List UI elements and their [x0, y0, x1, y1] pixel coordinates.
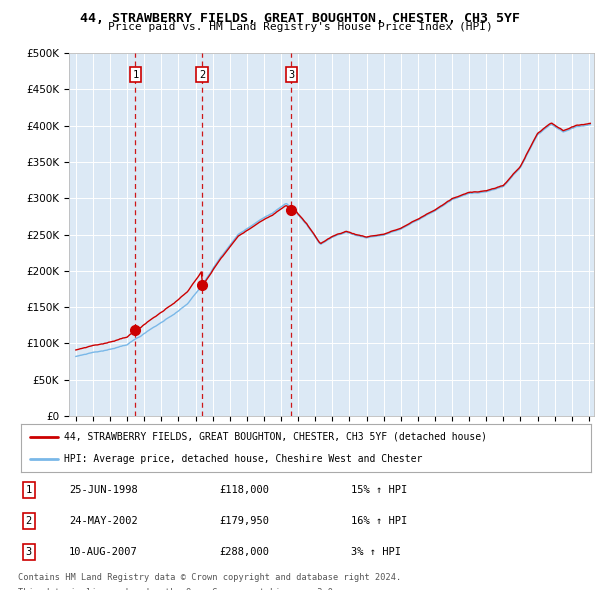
Text: HPI: Average price, detached house, Cheshire West and Chester: HPI: Average price, detached house, Ches…: [64, 454, 422, 464]
Text: 10-AUG-2007: 10-AUG-2007: [69, 547, 138, 556]
Text: Contains HM Land Registry data © Crown copyright and database right 2024.: Contains HM Land Registry data © Crown c…: [18, 573, 401, 582]
Text: 15% ↑ HPI: 15% ↑ HPI: [351, 486, 407, 495]
Text: 44, STRAWBERRY FIELDS, GREAT BOUGHTON, CHESTER, CH3 5YF (detached house): 44, STRAWBERRY FIELDS, GREAT BOUGHTON, C…: [64, 432, 487, 442]
Text: £288,000: £288,000: [219, 547, 269, 556]
Text: 16% ↑ HPI: 16% ↑ HPI: [351, 516, 407, 526]
Text: £118,000: £118,000: [219, 486, 269, 495]
Text: This data is licensed under the Open Government Licence v3.0.: This data is licensed under the Open Gov…: [18, 588, 338, 590]
Text: 25-JUN-1998: 25-JUN-1998: [69, 486, 138, 495]
Text: 2: 2: [199, 70, 205, 80]
Text: 1: 1: [132, 70, 139, 80]
Text: £179,950: £179,950: [219, 516, 269, 526]
Text: 3% ↑ HPI: 3% ↑ HPI: [351, 547, 401, 556]
Text: 1: 1: [26, 486, 32, 495]
Text: 3: 3: [26, 547, 32, 556]
Text: 2: 2: [26, 516, 32, 526]
Text: 24-MAY-2002: 24-MAY-2002: [69, 516, 138, 526]
Text: 3: 3: [289, 70, 295, 80]
Text: Price paid vs. HM Land Registry's House Price Index (HPI): Price paid vs. HM Land Registry's House …: [107, 22, 493, 32]
Text: 44, STRAWBERRY FIELDS, GREAT BOUGHTON, CHESTER, CH3 5YF: 44, STRAWBERRY FIELDS, GREAT BOUGHTON, C…: [80, 12, 520, 25]
